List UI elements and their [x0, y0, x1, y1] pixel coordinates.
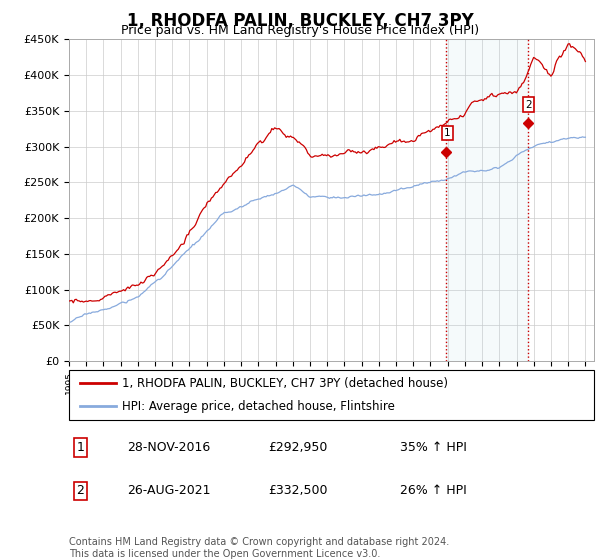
- Text: 28-NOV-2016: 28-NOV-2016: [127, 441, 210, 454]
- Text: Contains HM Land Registry data © Crown copyright and database right 2024.
This d: Contains HM Land Registry data © Crown c…: [69, 537, 449, 559]
- Text: 35% ↑ HPI: 35% ↑ HPI: [400, 441, 467, 454]
- Text: Price paid vs. HM Land Registry's House Price Index (HPI): Price paid vs. HM Land Registry's House …: [121, 24, 479, 37]
- Bar: [446, 39, 528, 361]
- Text: 2: 2: [77, 484, 85, 497]
- Text: 2: 2: [525, 100, 532, 110]
- Text: 1: 1: [77, 441, 85, 454]
- Text: £292,950: £292,950: [269, 441, 328, 454]
- Text: 1: 1: [444, 128, 451, 138]
- Text: HPI: Average price, detached house, Flintshire: HPI: Average price, detached house, Flin…: [121, 400, 394, 413]
- Text: 1, RHODFA PALIN, BUCKLEY, CH7 3PY: 1, RHODFA PALIN, BUCKLEY, CH7 3PY: [127, 12, 473, 30]
- Text: 26% ↑ HPI: 26% ↑ HPI: [400, 484, 467, 497]
- Text: 1, RHODFA PALIN, BUCKLEY, CH7 3PY (detached house): 1, RHODFA PALIN, BUCKLEY, CH7 3PY (detac…: [121, 377, 448, 390]
- Text: £332,500: £332,500: [269, 484, 328, 497]
- Text: 26-AUG-2021: 26-AUG-2021: [127, 484, 210, 497]
